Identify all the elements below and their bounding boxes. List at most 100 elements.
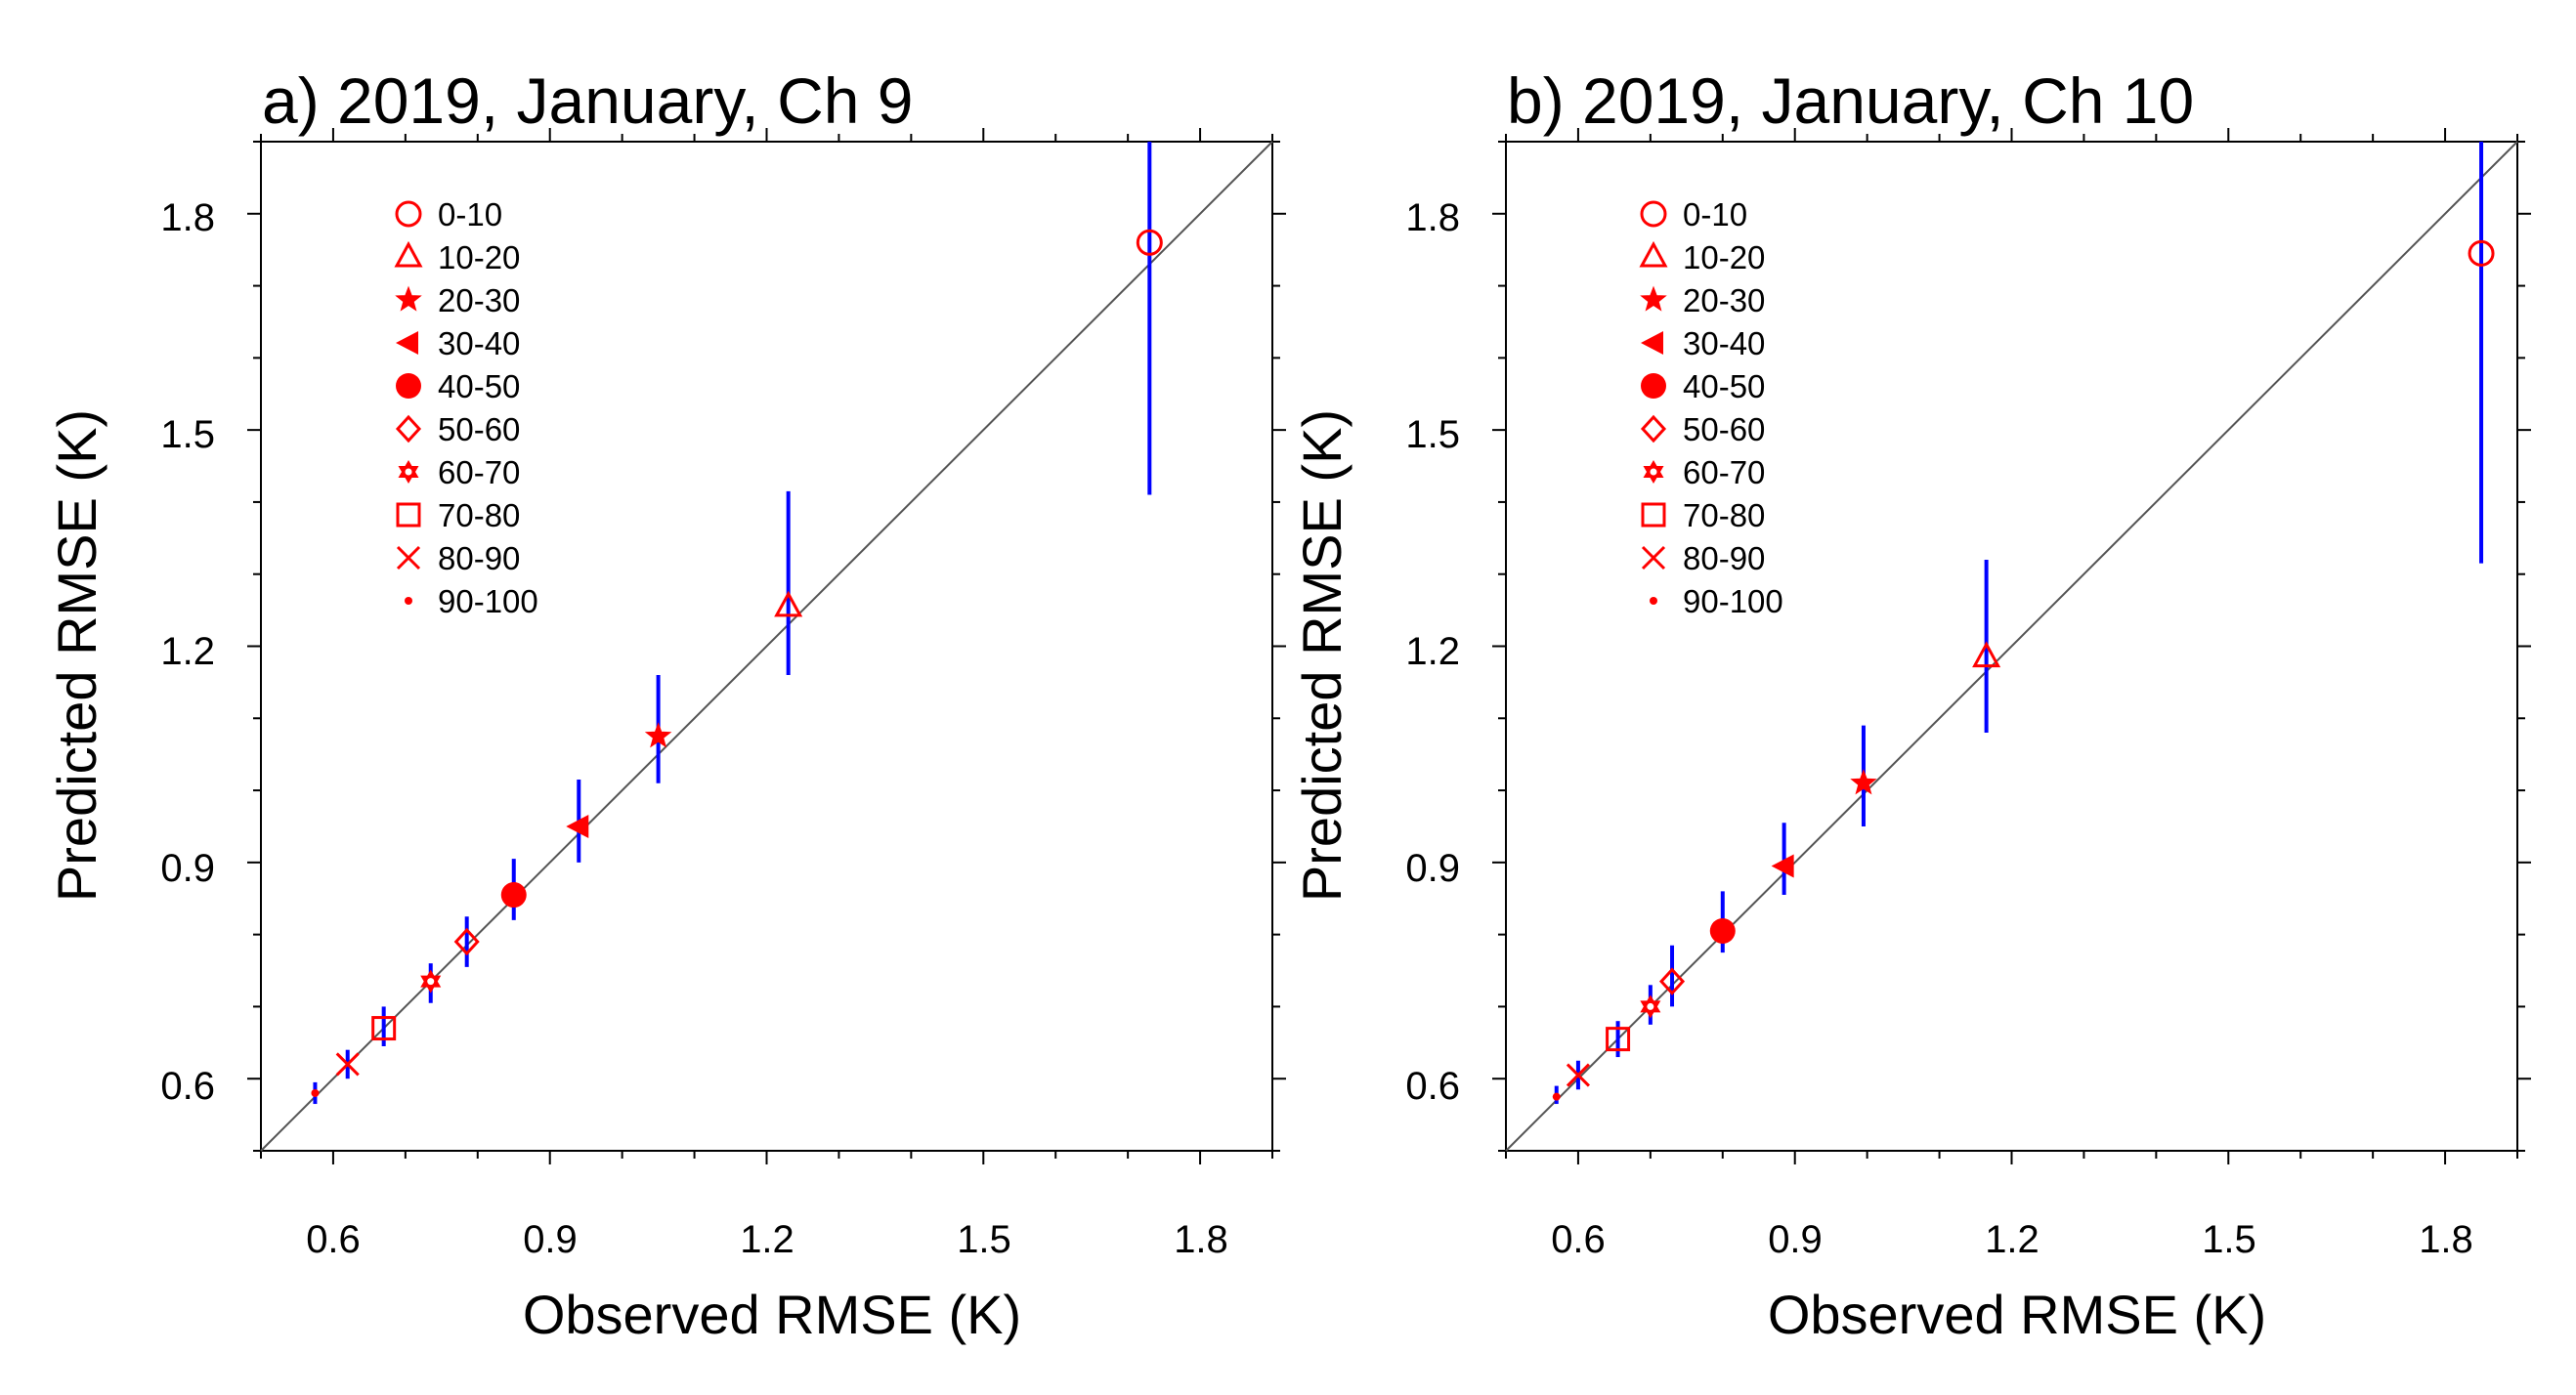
legend-label: 50-60: [438, 411, 520, 447]
y-tick-label: 0.9: [1405, 847, 1460, 890]
x-tick-label: 0.6: [1551, 1218, 1606, 1261]
marker-open-square: [371, 1016, 397, 1041]
panel-a: a) 2019, January, Ch 9 Predicted RMSE (K…: [46, 64, 1286, 1345]
marker-filled-left-triangle: [566, 814, 589, 838]
y-tick-label: 1.5: [1405, 413, 1460, 456]
marker-open-triangle: [1972, 641, 2001, 668]
marker-open-square: [396, 502, 421, 528]
legend-label: 40-50: [438, 368, 520, 404]
hexagram-center: [1647, 1002, 1654, 1010]
panel-b-x-tick-labels: 0.6 0.9 1.2 1.5 1.8: [1551, 1218, 2473, 1261]
panel-b: b) 2019, January, Ch 10 Predicted RMSE (…: [1291, 64, 2531, 1345]
hexagram-center: [405, 468, 412, 476]
marker-dot: [1650, 597, 1657, 605]
marker-open-circle: [1640, 200, 1667, 228]
y-tick-label: 1.8: [1405, 196, 1460, 239]
y-tick-label: 0.6: [160, 1065, 215, 1108]
marker-dot: [405, 597, 412, 605]
x-tick-label: 1.5: [957, 1218, 1011, 1261]
marker-open-diamond: [1659, 967, 1686, 995]
marker-open-triangle: [774, 590, 803, 617]
marker-open-square: [1606, 1027, 1631, 1052]
legend-label: 10-20: [1683, 239, 1765, 275]
marker-star: [644, 722, 672, 748]
marker-star: [1850, 769, 1877, 795]
hexagram-center: [427, 978, 435, 986]
marker-star: [395, 285, 422, 312]
marker-dot: [1552, 1092, 1561, 1101]
marker-filled-circle: [500, 882, 527, 909]
marker-hexagram: [420, 969, 442, 993]
legend-label: 60-70: [438, 454, 520, 490]
x-tick-label: 1.8: [2419, 1218, 2473, 1261]
one-to-one-line: [260, 141, 1273, 1152]
y-tick-label: 0.6: [1405, 1065, 1460, 1108]
legend-label: 0-10: [1683, 196, 1747, 232]
x-tick-label: 1.5: [2202, 1218, 2256, 1261]
marker-open-diamond: [453, 927, 480, 956]
legend-label: 70-80: [1683, 497, 1765, 533]
hexagram-center: [1650, 468, 1657, 476]
marker-filled-circle: [1641, 373, 1666, 399]
legend-label: 90-100: [438, 583, 538, 619]
panel-b-legend: 0-10 10-20 20-30 30-40 40-50 50-60 60-70…: [1639, 196, 1783, 619]
marker-x: [1641, 545, 1666, 571]
panel-a-plot: [247, 128, 1286, 1164]
y-tick-label: 1.5: [160, 413, 215, 456]
legend-label: 90-100: [1683, 583, 1783, 619]
marker-open-circle: [395, 200, 422, 228]
marker-open-circle: [1136, 229, 1163, 256]
x-tick-label: 0.9: [523, 1218, 578, 1261]
marker-hexagram: [1640, 994, 1661, 1019]
marker-x: [335, 1052, 360, 1077]
y-tick-label: 1.2: [160, 630, 215, 673]
marker-star: [1640, 285, 1667, 312]
panel-a-ylabel: Predicted RMSE (K): [46, 409, 107, 902]
legend-label: 20-30: [438, 282, 520, 318]
legend-label: 30-40: [438, 325, 520, 361]
marker-x: [1566, 1063, 1590, 1087]
panel-b-y-tick-labels: 0.6 0.9 1.2 1.5 1.8: [1405, 196, 1460, 1108]
legend-label: 40-50: [1683, 368, 1765, 404]
panel-a-legend-markers: [394, 200, 423, 605]
panel-b-legend-markers: [1639, 200, 1668, 605]
marker-hexagram: [398, 460, 419, 484]
x-tick-label: 1.2: [1985, 1218, 2039, 1261]
marker-filled-left-triangle: [396, 331, 418, 355]
legend-label: 80-90: [438, 540, 520, 576]
panel-a-y-tick-labels: 0.6 0.9 1.2 1.5 1.8: [160, 196, 215, 1108]
panel-a-legend: 0-10 10-20 20-30 30-40 40-50 50-60 60-70…: [394, 196, 538, 619]
legend-label: 80-90: [1683, 540, 1765, 576]
panel-b-plot: [1492, 128, 2531, 1164]
legend-label: 30-40: [1683, 325, 1765, 361]
marker-filled-left-triangle: [1771, 854, 1794, 878]
marker-filled-circle: [1709, 917, 1736, 944]
panel-b-ylabel: Predicted RMSE (K): [1291, 409, 1352, 902]
legend-label: 60-70: [1683, 454, 1765, 490]
x-tick-label: 1.8: [1174, 1218, 1228, 1261]
panel-a-xlabel: Observed RMSE (K): [523, 1284, 1021, 1345]
x-stroke: [1566, 1063, 1590, 1087]
legend-label: 20-30: [1683, 282, 1765, 318]
marker-open-diamond: [395, 414, 422, 444]
panel-b-xlabel: Observed RMSE (K): [1768, 1284, 2266, 1345]
y-tick-label: 1.8: [160, 196, 215, 239]
marker-filled-left-triangle: [1641, 331, 1663, 355]
panel-a-x-tick-labels: 0.6 0.9 1.2 1.5 1.8: [306, 1218, 1228, 1261]
marker-open-circle: [2468, 239, 2495, 267]
marker-hexagram: [1643, 460, 1664, 484]
marker-dot: [311, 1088, 320, 1097]
y-tick-label: 0.9: [160, 847, 215, 890]
panel-b-title: b) 2019, January, Ch 10: [1507, 64, 2194, 137]
x-stroke: [335, 1052, 360, 1077]
legend-label: 70-80: [438, 497, 520, 533]
x-tick-label: 0.9: [1768, 1218, 1823, 1261]
marker-open-triangle: [1639, 240, 1668, 268]
marker-filled-circle: [396, 373, 421, 399]
marker-open-diamond: [1640, 414, 1667, 444]
panel-a-title: a) 2019, January, Ch 9: [262, 64, 914, 137]
x-tick-label: 0.6: [306, 1218, 361, 1261]
one-to-one-line: [1505, 141, 2518, 1152]
x-stroke: [1641, 545, 1666, 571]
